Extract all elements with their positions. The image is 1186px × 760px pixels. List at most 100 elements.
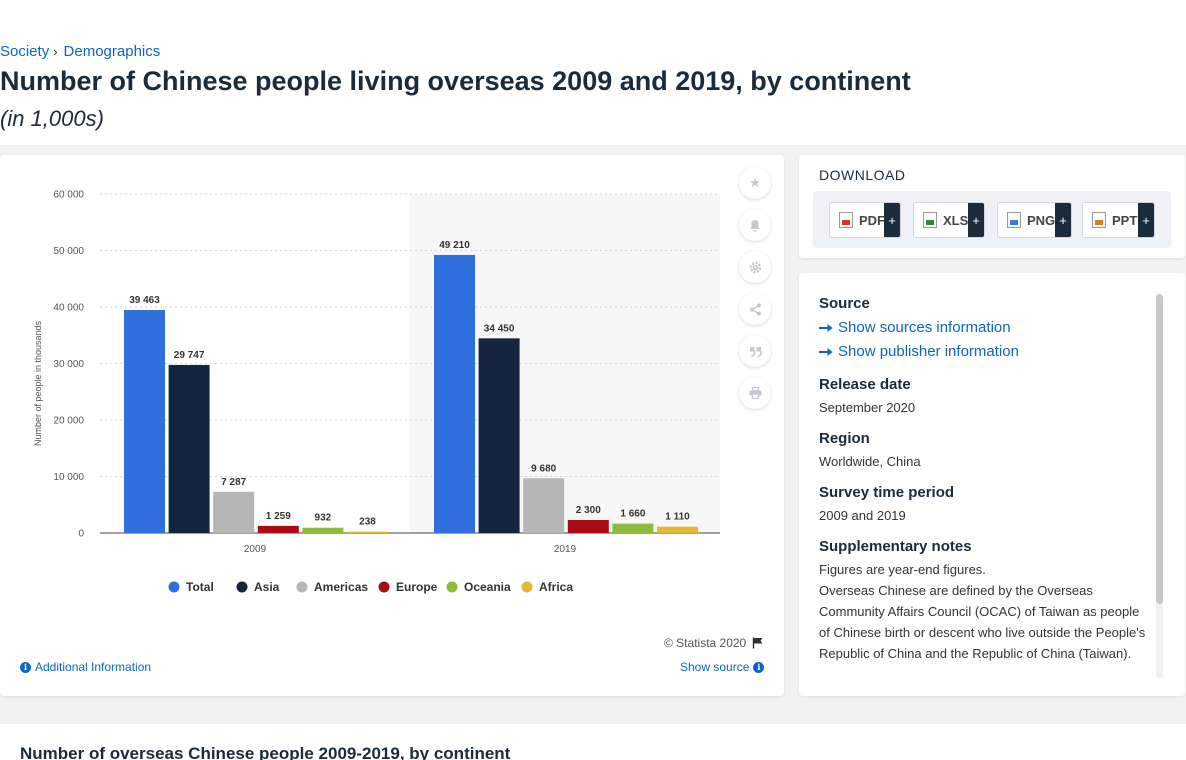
x-tick-label: 2009 (244, 544, 267, 555)
bar (257, 525, 299, 533)
y-tick-label: 50 000 (53, 246, 84, 257)
legend-marker (446, 581, 458, 593)
download-xls-button[interactable]: XLS + (913, 202, 985, 238)
source-heading: Source (819, 295, 870, 312)
additional-information-label: Additional Information (35, 660, 152, 674)
bar (302, 527, 344, 533)
plus-icon: + (884, 203, 900, 237)
breadcrumb: Society › Demographics (0, 43, 160, 60)
page-title: Number of Chinese people living overseas… (0, 66, 911, 96)
show-sources-link[interactable]: Show sources information (819, 316, 1151, 340)
additional-information-link[interactable]: i Additional Information (20, 660, 151, 674)
print-icon[interactable] (739, 377, 771, 409)
y-tick-label: 10 000 (53, 472, 84, 483)
survey-section: Survey time period 2009 and 2019 (819, 484, 1151, 526)
y-tick-label: 0 (78, 529, 84, 540)
copyright: © Statista 2020 (664, 636, 764, 650)
source-card: Source Show sources information Show pub… (799, 273, 1185, 696)
source-details: Source Show sources information Show pub… (819, 295, 1151, 676)
flag-icon[interactable] (752, 637, 764, 649)
data-label: 29 747 (174, 350, 205, 361)
bar (478, 338, 520, 533)
download-pdf-button[interactable]: PDF + (829, 202, 901, 238)
show-sources-label: Show sources information (838, 319, 1011, 336)
source-scrollbar[interactable] (1156, 294, 1163, 678)
show-source-link[interactable]: Show source i (680, 660, 765, 674)
legend-marker (521, 581, 533, 593)
notes-heading: Supplementary notes (819, 538, 972, 555)
legend-label: Africa (539, 580, 573, 594)
download-pdf-label: PDF (859, 212, 885, 228)
survey-value: 2009 and 2019 (819, 508, 906, 523)
breadcrumb-demographics[interactable]: Demographics (63, 43, 161, 60)
y-axis-title: Number of people in thousands (33, 320, 43, 446)
breadcrumb-separator: › (53, 44, 58, 59)
download-ppt-label: PPT (1112, 212, 1138, 228)
y-tick-label: 30 000 (53, 359, 84, 370)
source-section: Source Show sources information Show pub… (819, 295, 1151, 364)
bar-chart: 0 10 000 20 000 30 000 40 000 50 000 60 000 Num… (33, 190, 720, 594)
show-publisher-link[interactable]: Show publisher information (819, 340, 1151, 364)
breadcrumb-society[interactable]: Society (0, 43, 50, 60)
legend-marker (378, 581, 390, 593)
show-publisher-label: Show publisher information (838, 343, 1019, 360)
bar (612, 523, 654, 533)
legend-marker (168, 581, 180, 593)
scrollbar-thumb[interactable] (1156, 294, 1163, 604)
data-label: 1 259 (266, 511, 291, 522)
data-label: 1 110 (665, 512, 690, 523)
related-statistic-title[interactable]: Number of overseas Chinese people 2009-2… (20, 744, 511, 760)
y-tick-label: 60 000 (53, 190, 84, 201)
star-icon[interactable]: ★ (739, 167, 771, 199)
y-tick-label: 40 000 (53, 303, 84, 314)
share-icon[interactable] (739, 293, 771, 325)
legend-label: Total (186, 580, 214, 594)
png-file-icon (1007, 212, 1021, 228)
legend-marker (296, 581, 308, 593)
bar (213, 491, 255, 533)
download-png-button[interactable]: PNG + (997, 202, 1072, 238)
data-label: 49 210 (439, 240, 470, 251)
xls-file-icon (923, 212, 937, 228)
plus-icon: + (968, 203, 984, 237)
bar (523, 478, 565, 533)
data-label: 2 300 (576, 505, 601, 516)
release-section: Release date September 2020 (819, 376, 1151, 418)
data-label: 9 680 (531, 463, 556, 474)
bar (168, 364, 210, 533)
info-icon: i (20, 661, 31, 673)
legend-label: Asia (254, 580, 280, 594)
download-png-label: PNG (1027, 212, 1056, 228)
x-tick-label: 2019 (554, 544, 577, 555)
quote-icon[interactable] (739, 335, 771, 367)
pdf-file-icon (839, 212, 853, 228)
legend-label: Europe (396, 580, 438, 594)
chart-toolbar: ★ (739, 167, 771, 419)
bell-icon[interactable] (739, 209, 771, 241)
legend-label: Oceania (464, 580, 511, 594)
region-section: Region Worldwide, China (819, 430, 1151, 472)
data-label: 1 660 (620, 509, 645, 520)
arrow-right-icon (819, 324, 833, 332)
info-icon: i (753, 661, 765, 673)
notes-line-2: Overseas Chinese are defined by the Over… (819, 583, 1146, 661)
download-ppt-button[interactable]: PPT + (1082, 202, 1155, 238)
download-buttons: PDF + XLS + PNG + PPT + (813, 191, 1171, 248)
survey-heading: Survey time period (819, 484, 955, 501)
release-value: September 2020 (819, 400, 916, 415)
y-tick-label: 20 000 (53, 416, 84, 427)
bar (347, 531, 388, 533)
data-label: 7 287 (221, 477, 246, 488)
plus-icon: + (1055, 203, 1071, 237)
bar (434, 254, 475, 533)
copyright-text: © Statista 2020 (664, 636, 747, 650)
bar (567, 520, 609, 533)
header-band (0, 0, 1186, 145)
region-heading: Region (819, 430, 870, 447)
download-xls-label: XLS (943, 212, 969, 228)
notes-line-1: Figures are year-end figures. (819, 562, 986, 577)
gear-icon[interactable] (739, 251, 771, 283)
legend-marker (236, 581, 248, 593)
related-statistic-card: Number of overseas Chinese people 2009-2… (0, 724, 1186, 760)
release-heading: Release date (819, 376, 911, 393)
